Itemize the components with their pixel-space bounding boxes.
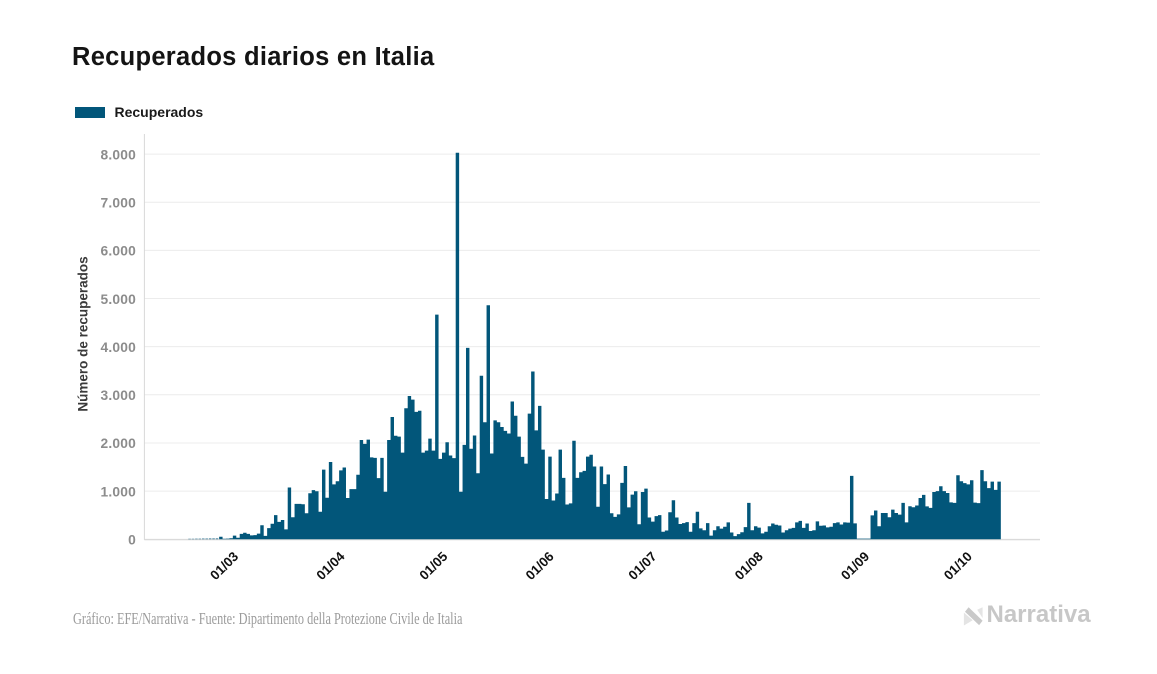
svg-text:01/08: 01/08: [732, 549, 766, 583]
svg-text:4.000: 4.000: [100, 340, 136, 355]
svg-text:01/06: 01/06: [523, 549, 557, 583]
svg-text:3.000: 3.000: [100, 388, 136, 403]
svg-text:Número de recuperados: Número de recuperados: [76, 256, 91, 411]
svg-text:01/05: 01/05: [416, 548, 451, 583]
svg-text:1.000: 1.000: [100, 484, 136, 499]
svg-text:8.000: 8.000: [100, 147, 136, 162]
svg-text:01/03: 01/03: [207, 549, 241, 583]
svg-text:01/07: 01/07: [625, 549, 659, 583]
svg-text:0: 0: [128, 533, 136, 548]
svg-text:01/10: 01/10: [941, 549, 975, 583]
svg-text:2.000: 2.000: [100, 436, 136, 451]
svg-text:01/09: 01/09: [838, 549, 872, 583]
svg-text:01/04: 01/04: [313, 548, 348, 583]
svg-text:7.000: 7.000: [100, 196, 136, 211]
svg-text:6.000: 6.000: [100, 244, 136, 259]
svg-text:5.000: 5.000: [100, 292, 136, 307]
